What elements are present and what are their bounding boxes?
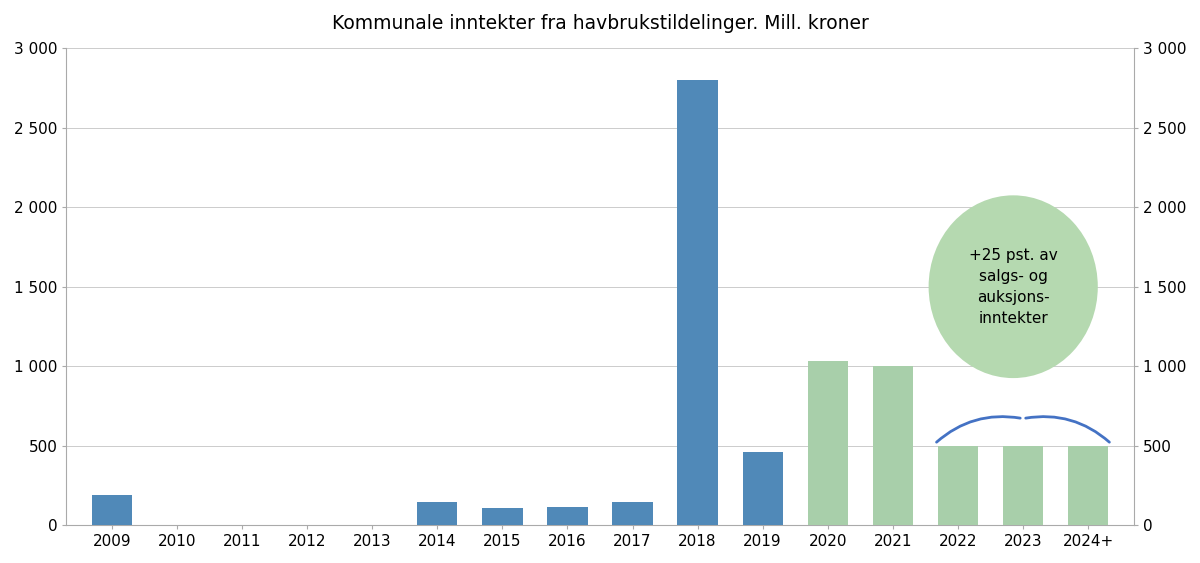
Text: +25 pst. av
salgs- og
auksjons-
inntekter: +25 pst. av salgs- og auksjons- inntekte… [968,248,1057,326]
Title: Kommunale inntekter fra havbrukstildelinger. Mill. kroner: Kommunale inntekter fra havbrukstildelin… [331,14,869,33]
Bar [743,452,782,525]
Bar [678,80,718,525]
Bar [547,507,588,525]
Bar [1068,446,1109,525]
Bar [808,361,848,525]
Bar [872,366,913,525]
Bar [418,502,457,525]
Bar [612,502,653,525]
Bar [91,495,132,525]
Bar [937,446,978,525]
Bar [1003,446,1043,525]
Ellipse shape [929,195,1098,378]
Bar [482,508,522,525]
